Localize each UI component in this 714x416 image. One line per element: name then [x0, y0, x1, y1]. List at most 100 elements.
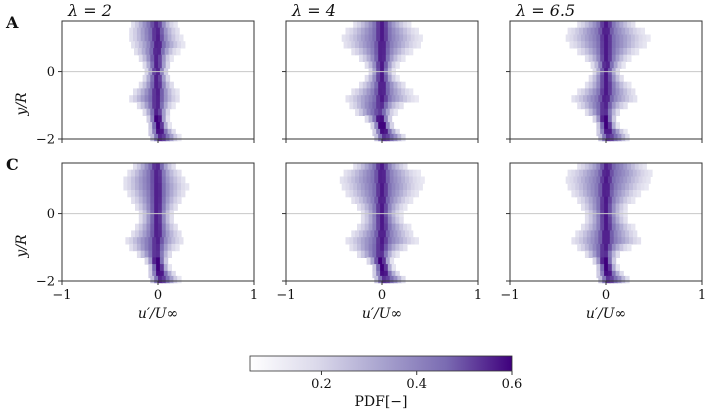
heatmap-cell: [129, 27, 134, 35]
heatmap-cell: [588, 41, 594, 49]
heatmap-cell: [588, 88, 594, 96]
heatmap-cell: [374, 108, 379, 116]
heatmap-cell: [161, 169, 167, 177]
heatmap-cell: [408, 169, 414, 177]
heatmap-cell: [646, 176, 651, 184]
heatmap-cell: [588, 223, 594, 231]
heatmap-cell: [345, 190, 350, 198]
heatmap-cell: [364, 190, 370, 198]
heatmap-cell: [584, 108, 590, 116]
heatmap-cell: [594, 27, 599, 35]
heatmap-cell: [613, 230, 619, 238]
heatmap-cell: [161, 183, 167, 191]
heatmap-cell: [380, 27, 385, 35]
heatmap-cell: [353, 183, 358, 191]
heatmap-cell: [144, 88, 149, 96]
heatmap-cell: [173, 223, 178, 231]
heatmap-cell: [607, 216, 613, 225]
heatmap-cell: [368, 163, 373, 171]
heatmap-cell: [606, 95, 611, 103]
heatmap-cell: [146, 190, 151, 198]
heatmap-cell: [345, 183, 350, 191]
heatmap-cell: [133, 88, 138, 96]
heatmap-cell: [366, 54, 371, 62]
heatmap-cell: [592, 216, 597, 225]
heatmap-cell: [405, 48, 410, 56]
heatmap-cell: [629, 183, 634, 191]
heatmap-cell: [380, 190, 385, 198]
heatmap-cell: [359, 88, 364, 96]
heatmap-cell: [590, 95, 595, 103]
heatmap-cell: [376, 264, 381, 272]
heatmap-cell: [148, 243, 153, 252]
heatmap-cell: [621, 133, 626, 142]
heatmap-cell: [387, 74, 393, 83]
heatmap-cell: [378, 48, 383, 56]
heatmap-cell: [391, 216, 396, 225]
heatmap-cell: [594, 95, 599, 103]
heatmap-cell: [629, 190, 634, 198]
heatmap-cell: [376, 95, 381, 103]
heatmap-cell: [380, 203, 385, 211]
heatmap-cell: [625, 95, 630, 103]
heatmap-cell: [385, 257, 391, 265]
heatmap-cell: [158, 176, 163, 184]
heatmap-cell: [615, 101, 620, 110]
heatmap-cell: [636, 237, 642, 245]
heatmap-cell: [613, 133, 619, 142]
heatmap-cell: [604, 115, 609, 123]
heatmap-cell: [596, 270, 601, 279]
heatmap-cell: [152, 88, 157, 96]
heatmap-cell: [581, 21, 586, 29]
heatmap-cell: [372, 163, 377, 171]
heatmap-cell: [133, 163, 138, 171]
heatmap-cell: [372, 101, 377, 110]
heatmap-cell: [621, 237, 626, 245]
heatmap-cell: [405, 88, 410, 96]
heatmap-cell: [380, 74, 385, 83]
heatmap-cell: [131, 176, 136, 184]
heatmap-cell: [159, 34, 165, 42]
heatmap-cell: [364, 101, 370, 110]
heatmap-cell: [383, 237, 389, 245]
heatmap-cell: [584, 203, 590, 211]
heatmap-cell: [592, 21, 597, 29]
heatmap-cell: [615, 163, 620, 171]
heatmap-cell: [161, 203, 167, 211]
heatmap-cell: [584, 34, 590, 42]
heatmap-cell: [625, 275, 630, 284]
heatmap-cell: [586, 190, 592, 198]
heatmap-cell: [158, 190, 163, 198]
heatmap-cell: [137, 48, 143, 56]
heatmap-cell: [159, 243, 165, 252]
heatmap-cell: [648, 169, 653, 177]
heatmap-cell: [629, 95, 634, 103]
heatmap-cell: [611, 257, 617, 265]
heatmap-cell: [606, 275, 611, 284]
heatmap-cell: [360, 223, 366, 231]
heatmap-cell: [370, 230, 375, 238]
heatmap-cell: [163, 34, 169, 42]
heatmap-cell: [142, 108, 147, 116]
heatmap-cell: [142, 176, 147, 184]
heatmap-cell: [391, 163, 396, 171]
heatmap-cell: [146, 54, 151, 62]
heatmap-cell: [355, 88, 360, 96]
heatmap-cell: [389, 48, 395, 56]
heatmap-cell: [586, 27, 592, 35]
heatmap-cell: [156, 243, 161, 252]
x-axis-label: u′/U∞: [362, 306, 402, 322]
heatmap-cell: [611, 81, 617, 89]
heatmap-cell: [408, 230, 414, 238]
heatmap-cell: [357, 27, 362, 35]
heatmap-cell: [175, 95, 180, 103]
heatmap-cell: [152, 122, 157, 130]
heatmap-cell: [598, 183, 603, 191]
heatmap-cell: [615, 203, 620, 211]
heatmap-cell: [609, 133, 615, 142]
heatmap-cell: [389, 133, 395, 142]
heatmap-cell: [167, 128, 172, 137]
heatmap-cell: [355, 176, 360, 184]
heatmap-cell: [146, 115, 151, 123]
